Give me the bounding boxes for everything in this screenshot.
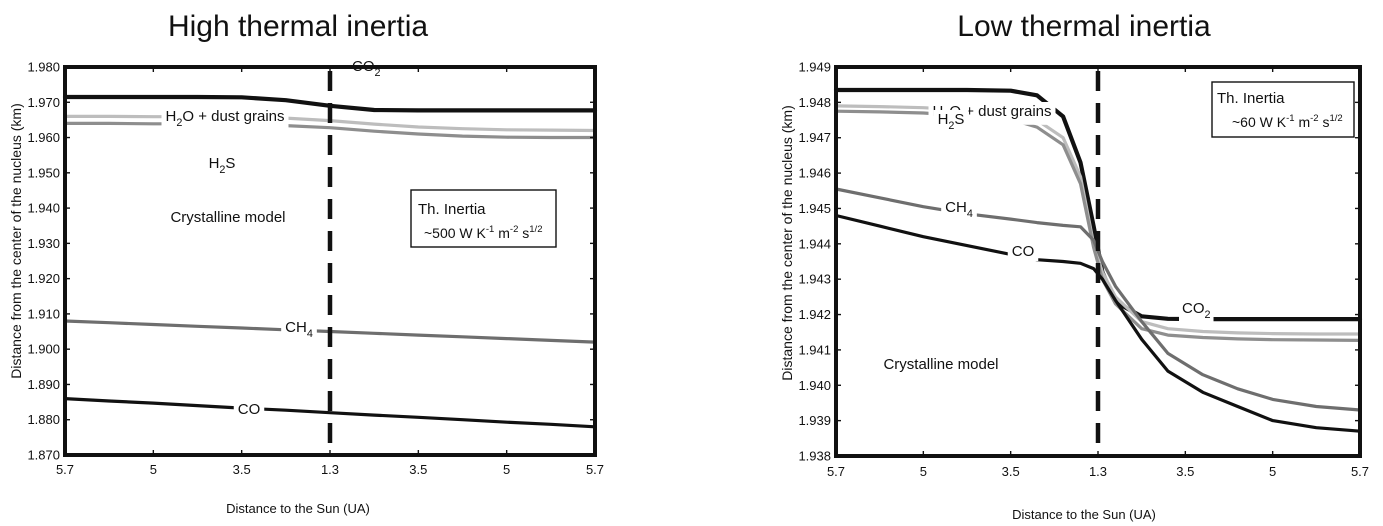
y-tick-label: 1.947 bbox=[798, 130, 831, 145]
x-tick-label: 3.5 bbox=[409, 462, 427, 477]
series-line-4 bbox=[63, 397, 597, 429]
series-label-bg bbox=[281, 318, 317, 341]
x-tick-label: 3.5 bbox=[233, 462, 251, 477]
series-label-4: CO bbox=[1012, 243, 1035, 260]
y-tick-label: 1.890 bbox=[27, 377, 60, 392]
y-tick-label: 1.900 bbox=[27, 342, 60, 357]
y-tick-label: 1.960 bbox=[27, 130, 60, 145]
x-axis: 5.7 5 3.5 1.3 3.5 5 5.7 bbox=[56, 67, 604, 477]
x-tick-label: 5.7 bbox=[1351, 464, 1369, 479]
y-tick-label: 1.980 bbox=[27, 60, 60, 75]
series-label-bg bbox=[933, 110, 969, 133]
crystalline-model-label: Crystalline model bbox=[883, 356, 998, 373]
x-tick-label: 5 bbox=[920, 464, 927, 479]
series-label-2: H2S bbox=[938, 111, 965, 132]
x-tick-label: 3.5 bbox=[1002, 464, 1020, 479]
panel-low-thermal-inertia: Low thermal inertia Distance from the ce… bbox=[779, 10, 1369, 522]
series-label-3: CH4 bbox=[285, 319, 313, 340]
x-axis: 5.7 5 3.5 1.3 3.5 5 5.7 bbox=[827, 67, 1369, 479]
y-tick-label: 1.938 bbox=[798, 449, 831, 464]
x-tick-label: 5.7 bbox=[827, 464, 845, 479]
y-tick-label: 1.948 bbox=[798, 95, 831, 110]
x-tick-label: 5 bbox=[1269, 464, 1276, 479]
series-label-1: CO2 bbox=[1182, 300, 1211, 321]
x-tick-label: 1.3 bbox=[321, 462, 339, 477]
x-axis-label: Distance to the Sun (UA) bbox=[1012, 507, 1156, 522]
x-tick-label: 5.7 bbox=[586, 462, 604, 477]
panel-high-thermal-inertia: High thermal inertia Distance from the c… bbox=[8, 10, 604, 516]
chart-title: Low thermal inertia bbox=[957, 10, 1211, 43]
svg-text:Crystalline model: Crystalline model bbox=[170, 209, 285, 226]
y-tick-label: 1.930 bbox=[27, 236, 60, 251]
y-axis: 1.938 1.939 1.940 1.941 1.942 1.943 1.944 1.945… bbox=[798, 60, 1360, 464]
y-tick-label: 1.970 bbox=[27, 95, 60, 110]
series-line-2 bbox=[63, 121, 597, 140]
y-tick-label: 1.941 bbox=[798, 342, 831, 357]
thermal-inertia-value: ~500 W K-1 m-2 s1/2 bbox=[424, 224, 543, 241]
thermal-inertia-value: ~60 W K-1 m-2 s1/2 bbox=[1232, 113, 1343, 130]
series-label-bg bbox=[1179, 299, 1214, 322]
y-tick-label: 1.920 bbox=[27, 271, 60, 286]
x-tick-label: 5 bbox=[150, 462, 157, 477]
series-label-bg bbox=[204, 154, 240, 177]
thermal-inertia-title: Th. Inertia bbox=[418, 201, 486, 218]
y-tick-label: 1.949 bbox=[798, 60, 831, 75]
thermal-inertia-box: Th. Inertia ~500 W K-1 m-2 s1/2 bbox=[410, 189, 557, 248]
thermal-inertia-title: Th. Inertia bbox=[1217, 90, 1285, 107]
series-label-3: CH4 bbox=[945, 199, 973, 220]
y-axis-label: Distance from the center of the nucleus … bbox=[779, 105, 795, 380]
y-axis-label: Distance from the center of the nucleus … bbox=[8, 103, 24, 378]
series-label-bg bbox=[941, 198, 977, 221]
svg-text:Crystalline model: Crystalline model bbox=[883, 356, 998, 373]
x-tick-label: 3.5 bbox=[1176, 464, 1194, 479]
y-tick-label: 1.940 bbox=[798, 378, 831, 393]
y-tick-label: 1.943 bbox=[798, 272, 831, 287]
y-tick-label: 1.910 bbox=[27, 306, 60, 321]
y-tick-label: 1.945 bbox=[798, 201, 831, 216]
y-tick-label: 1.946 bbox=[798, 166, 831, 181]
series-label-0: H2O + dust grains bbox=[166, 108, 285, 129]
y-tick-label: 1.939 bbox=[798, 413, 831, 428]
y-tick-label: 1.942 bbox=[798, 307, 831, 322]
series-label-bg bbox=[161, 107, 289, 130]
x-tick-label: 5 bbox=[503, 462, 510, 477]
x-tick-label: 5.7 bbox=[56, 462, 74, 477]
thermal-inertia-box: Th. Inertia ~60 W K-1 m-2 s1/2 bbox=[1211, 81, 1355, 138]
y-tick-label: 1.950 bbox=[27, 165, 60, 180]
y-tick-label: 1.944 bbox=[798, 236, 831, 251]
y-tick-label: 1.870 bbox=[27, 448, 60, 463]
series-label-4: CO bbox=[238, 401, 261, 418]
y-tick-label: 1.880 bbox=[27, 412, 60, 427]
y-tick-label: 1.940 bbox=[27, 201, 60, 216]
series-label-2: H2S bbox=[209, 155, 236, 176]
chart-title: High thermal inertia bbox=[168, 10, 428, 43]
series-label-bg bbox=[1007, 242, 1039, 261]
y-axis: 1.870 1.880 1.890 1.900 1.910 1.920 1.930 1.940… bbox=[27, 60, 595, 463]
crystalline-model-label: Crystalline model bbox=[170, 209, 285, 226]
x-axis-label: Distance to the Sun (UA) bbox=[226, 501, 370, 516]
x-tick-label: 1.3 bbox=[1089, 464, 1107, 479]
series-label-bg bbox=[233, 400, 265, 419]
